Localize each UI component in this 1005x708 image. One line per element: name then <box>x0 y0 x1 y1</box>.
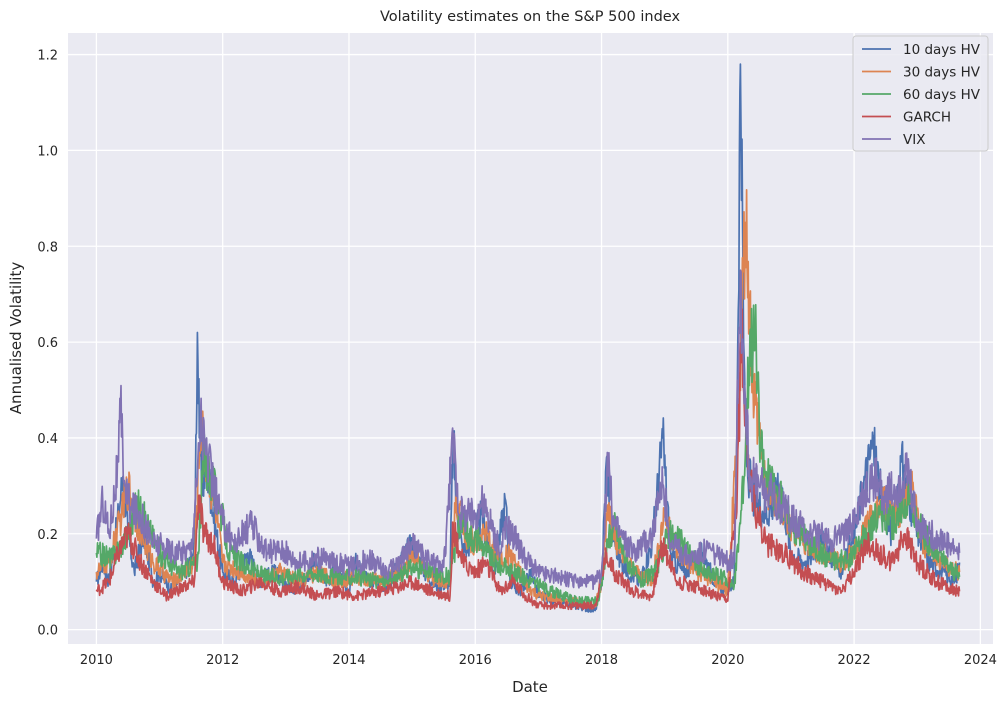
legend-label: GARCH <box>903 110 951 126</box>
series-line-2 <box>95 303 961 606</box>
x-tick-label: 2012 <box>206 653 239 668</box>
x-tick-label: 2022 <box>838 653 871 668</box>
legend: 10 days HV 30 days HV 60 days HV GARCH VIX <box>852 35 989 152</box>
y-tick-label: 1.0 <box>37 144 58 159</box>
chart-title: Volatility estimates on the S&P 500 inde… <box>380 9 681 25</box>
x-tick-label: 2014 <box>332 653 365 668</box>
y-axis-label: Annualised Volatility <box>7 262 25 415</box>
legend-label: VIX <box>903 132 925 148</box>
x-axis-ticks: 2010 2012 2014 2016 2018 2020 2022 2024 <box>80 653 997 668</box>
series-line-3 <box>95 308 961 611</box>
y-tick-label: 1.2 <box>37 49 58 64</box>
legend-label: 30 days HV <box>903 65 981 81</box>
y-tick-label: 0.2 <box>37 528 58 543</box>
series-lines <box>95 63 961 613</box>
y-tick-label: 0.8 <box>37 240 58 255</box>
legend-box <box>852 35 989 152</box>
x-tick-label: 2018 <box>585 653 618 668</box>
legend-label: 10 days HV <box>903 42 981 58</box>
y-tick-label: 0.6 <box>37 336 58 351</box>
legend-label: 60 days HV <box>903 87 981 103</box>
x-tick-label: 2024 <box>964 653 997 668</box>
x-axis-label: Date <box>512 678 548 696</box>
y-tick-label: 0.0 <box>37 624 58 639</box>
x-tick-label: 2020 <box>711 653 744 668</box>
x-tick-label: 2016 <box>459 653 492 668</box>
y-tick-label: 0.4 <box>37 432 58 447</box>
y-axis-ticks: 0.0 0.2 0.4 0.6 0.8 1.0 1.2 <box>37 49 58 639</box>
series-line-4 <box>95 269 961 591</box>
x-tick-label: 2010 <box>80 653 113 668</box>
